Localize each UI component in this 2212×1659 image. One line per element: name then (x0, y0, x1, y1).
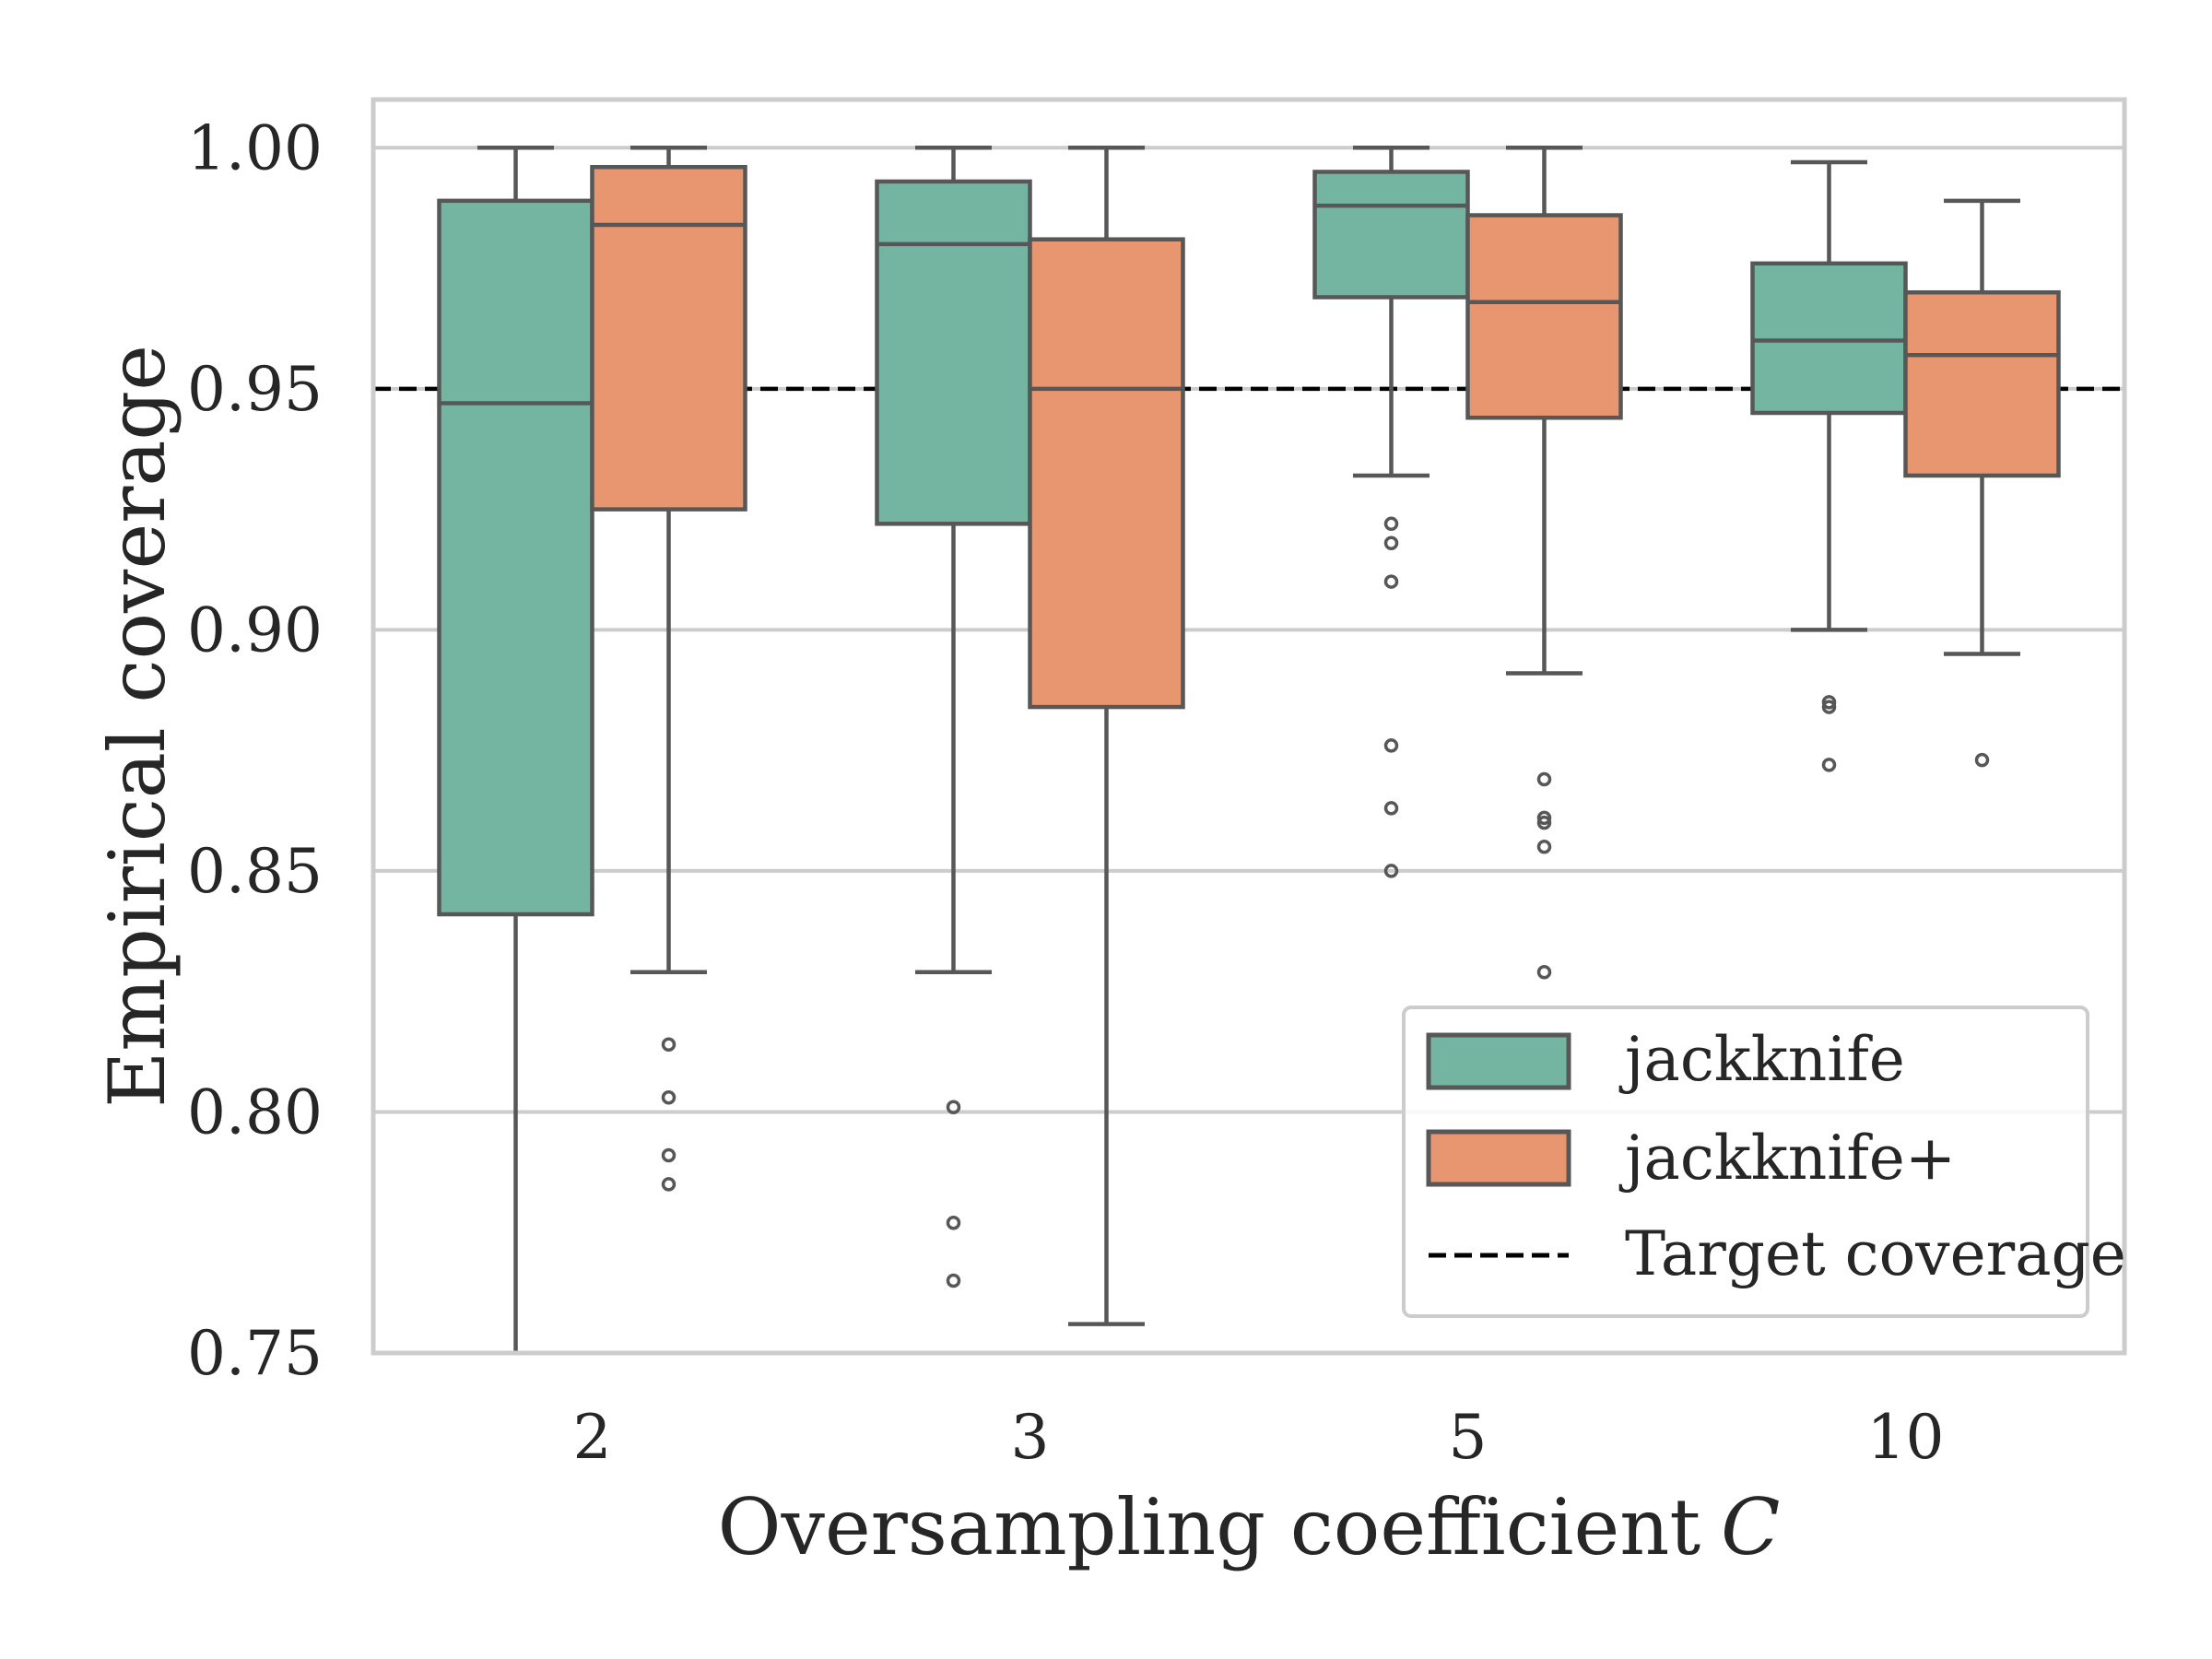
box-jackknife-plus-10 (1903, 198, 2061, 768)
outlier-point (1536, 771, 1552, 787)
x-tick-labels: 2 3 5 10 (573, 1402, 1945, 1473)
outlier-point (661, 1037, 677, 1052)
outlier-point (1536, 840, 1552, 854)
legend-label-jackknife: jackknife (1618, 1024, 1905, 1095)
y-axis-label: Empirical coverage (92, 345, 182, 1108)
box-body (1028, 237, 1185, 710)
y-tick-label: 0.85 (187, 836, 323, 907)
legend-frame (1402, 1006, 2089, 1318)
outlier-point (946, 1100, 961, 1114)
outlier-point (1536, 810, 1552, 826)
outlier-point (1536, 965, 1552, 980)
x-tick-label: 5 (1449, 1402, 1488, 1473)
outlier-point (1536, 815, 1552, 830)
box-body (875, 179, 1032, 526)
outlier-point (946, 1273, 961, 1288)
x-axis-label-text: Oversampling coefficient (718, 1482, 1701, 1572)
x-axis-label: Oversampling coefficient C (718, 1482, 1781, 1572)
box-jackknife-plus-2 (590, 146, 747, 1192)
legend-swatch-jackknife (1426, 1032, 1571, 1090)
y-tick-label: 0.75 (187, 1318, 323, 1389)
legend-label-jackknife-plus: jackknife+ (1618, 1123, 1956, 1194)
outlier-point (661, 1147, 677, 1163)
box-body (590, 164, 747, 512)
box-body (437, 198, 594, 917)
x-tick-label: 2 (573, 1402, 612, 1473)
outlier-point (1383, 738, 1399, 753)
outlier-point (946, 1216, 961, 1230)
box-body (1903, 289, 2061, 478)
box-jackknife-2 (437, 146, 594, 1353)
box-jackknife-plus-3 (1028, 146, 1185, 1326)
legend-label-target-coverage: Target coverage (1625, 1218, 2126, 1289)
legend-swatch-jackknife-plus (1426, 1129, 1571, 1187)
outlier-point (1383, 516, 1399, 532)
outlier-point (1821, 695, 1837, 710)
x-tick-label: 10 (1867, 1402, 1945, 1473)
outlier-point (661, 1090, 677, 1105)
legend: jackknife jackknife+ Target coverage (1402, 1006, 2126, 1318)
outlier-point (1974, 752, 1990, 768)
outlier-point (661, 1177, 677, 1192)
plot-frame (371, 97, 2127, 1356)
box-body (1312, 170, 1470, 300)
outlier-point (1383, 864, 1399, 878)
box-body (1750, 261, 1908, 416)
outlier-point (1383, 801, 1399, 816)
y-tick-labels: 0.75 0.80 0.85 0.90 0.95 1.00 (187, 112, 323, 1389)
x-axis-label-symbol: C (1721, 1482, 1780, 1572)
boxes-layer (437, 146, 2061, 1353)
y-tick-label: 0.90 (187, 594, 323, 665)
x-tick-label: 3 (1011, 1402, 1050, 1473)
box-jackknife-plus-5 (1465, 146, 1623, 980)
y-tick-label: 0.80 (187, 1077, 323, 1147)
outlier-point (1821, 758, 1837, 772)
y-tick-label: 1.00 (187, 112, 323, 183)
outlier-point (1383, 535, 1399, 550)
box-body (1465, 213, 1623, 420)
outlier-point (1821, 700, 1837, 714)
y-tick-label: 0.95 (187, 354, 323, 425)
box-jackknife-3 (875, 146, 1032, 1288)
outlier-point (1383, 574, 1399, 589)
